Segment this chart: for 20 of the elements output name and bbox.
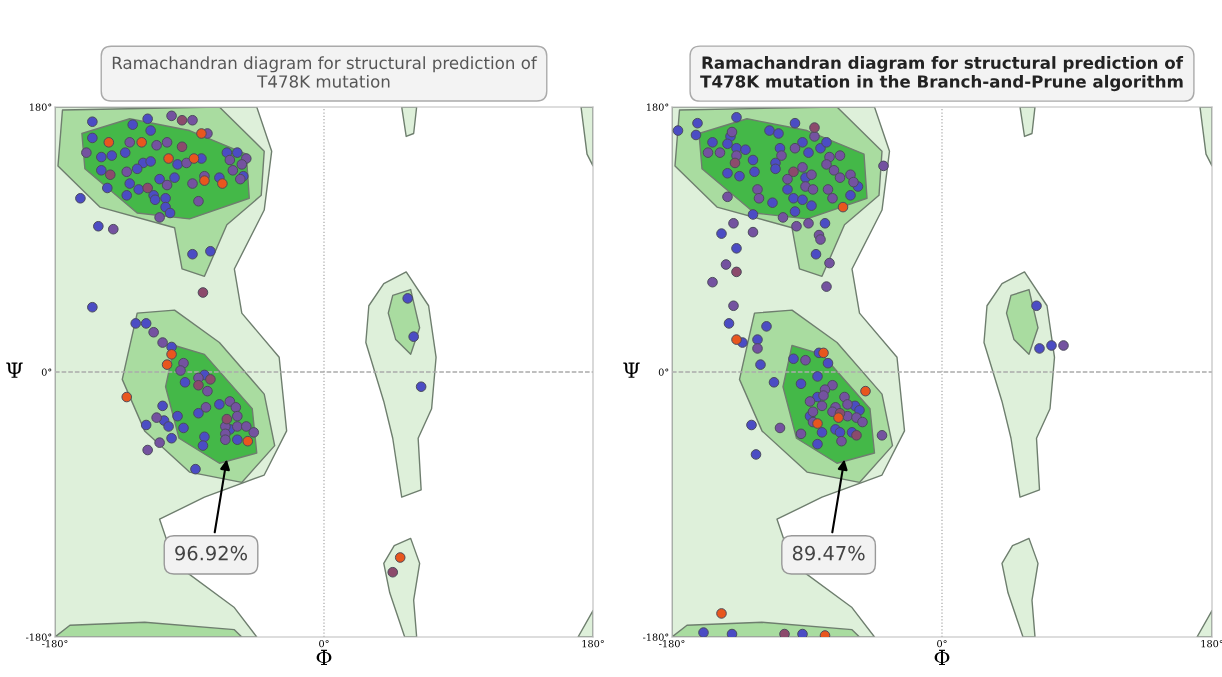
x-tick-label: -180° (659, 639, 685, 648)
x-tick-label: 0° (319, 639, 329, 648)
x-axis-title: Φ (316, 649, 332, 666)
x-axis-title: Φ (934, 649, 950, 666)
y-axis-title: Ψ (6, 362, 23, 378)
y-tick-label: -180° (642, 633, 669, 641)
y-tick-label: 180° (29, 103, 52, 111)
x-tick-label: 180° (1201, 639, 1222, 648)
y-axis-title: Ψ (623, 362, 640, 378)
y-tick-label: 0° (41, 368, 52, 376)
x-tick-label: 0° (937, 639, 947, 648)
x-tick-label: 180° (582, 639, 604, 648)
annotation: 89.47% (792, 545, 865, 561)
annotation: 96.92% (175, 545, 248, 561)
y-tick-label: 0° (658, 368, 669, 376)
y-tick-label: -180° (25, 633, 52, 641)
x-tick-label: -180° (42, 639, 68, 648)
chart-title: Ramachandran diagram for structural prediction of T478K mutation in the Branch-and-Prune algorithm (700, 56, 1184, 92)
chart-title: Ramachandran diagram for structural prediction of T478K mutation (112, 56, 538, 88)
y-tick-label: 180° (646, 103, 669, 111)
